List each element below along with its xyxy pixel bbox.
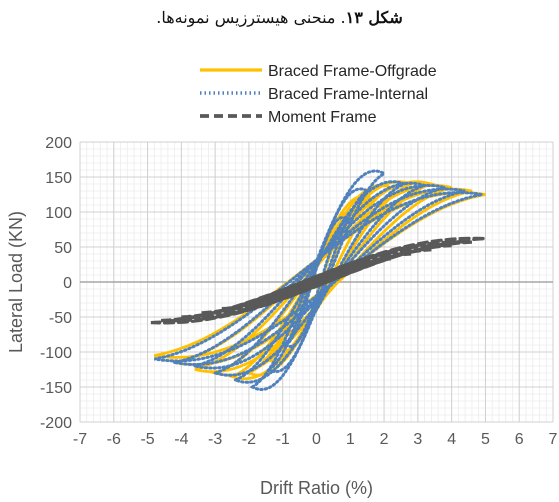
x-tick-label: -5 [140,431,154,448]
y-tick-label: 50 [54,240,72,257]
y-tick-label: 0 [63,275,72,292]
y-tick-label: 200 [45,135,72,152]
series-layer [150,169,486,392]
series-braced-frame-internal [153,169,483,392]
x-axis-title: Drift Ratio (%) [260,478,373,498]
y-tick-label: 100 [45,205,72,222]
legend-label: Braced Frame-Internal [268,86,428,103]
x-tick-label: 4 [447,431,456,448]
figure-caption-text: . منحنی هیسترزیس نمونه‌ها. [156,8,346,27]
x-tick-label: 1 [346,431,355,448]
x-tick-label: 2 [380,431,389,448]
major-gridlines [79,141,554,423]
legend-label: Moment Frame [268,109,377,126]
y-axis-title: Lateral Load (KN) [6,211,26,353]
x-tick-label: 5 [481,431,490,448]
x-tick-label: 0 [312,431,321,448]
figure-caption-label: شکل ۱۳ [345,8,403,27]
tick-labels: -7 -6 -5 -4 -3 -2 -1 0 1 2 3 4 5 6 7 -200 -150 -100 -50 0 50… [40,135,558,448]
x-tick-label: 3 [413,431,422,448]
series-moment-frame [150,236,486,325]
figure-caption: شکل ۱۳. منحنی هیسترزیس نمونه‌ها. [0,8,559,27]
x-tick-label: 6 [515,431,524,448]
chart-legend: Braced Frame-Offgrade Braced Frame-Intern… [200,63,437,126]
y-tick-label: -100 [40,345,72,362]
hysteresis-loop [150,236,486,325]
x-tick-label: -7 [73,431,87,448]
x-tick-label: 7 [549,431,558,448]
y-tick-label: -200 [40,415,72,432]
hysteresis-loop [194,183,446,370]
x-tick-label: -2 [242,431,256,448]
x-tick-label: -4 [174,431,188,448]
legend-label: Braced Frame-Offgrade [268,63,437,80]
x-tick-label: -3 [208,431,222,448]
x-tick-label: -6 [107,431,121,448]
y-tick-label: -50 [49,310,72,327]
y-tick-label: 150 [45,170,72,187]
x-tick-label: -1 [276,431,290,448]
y-tick-label: -150 [40,380,72,397]
hysteresis-loop [194,183,452,374]
